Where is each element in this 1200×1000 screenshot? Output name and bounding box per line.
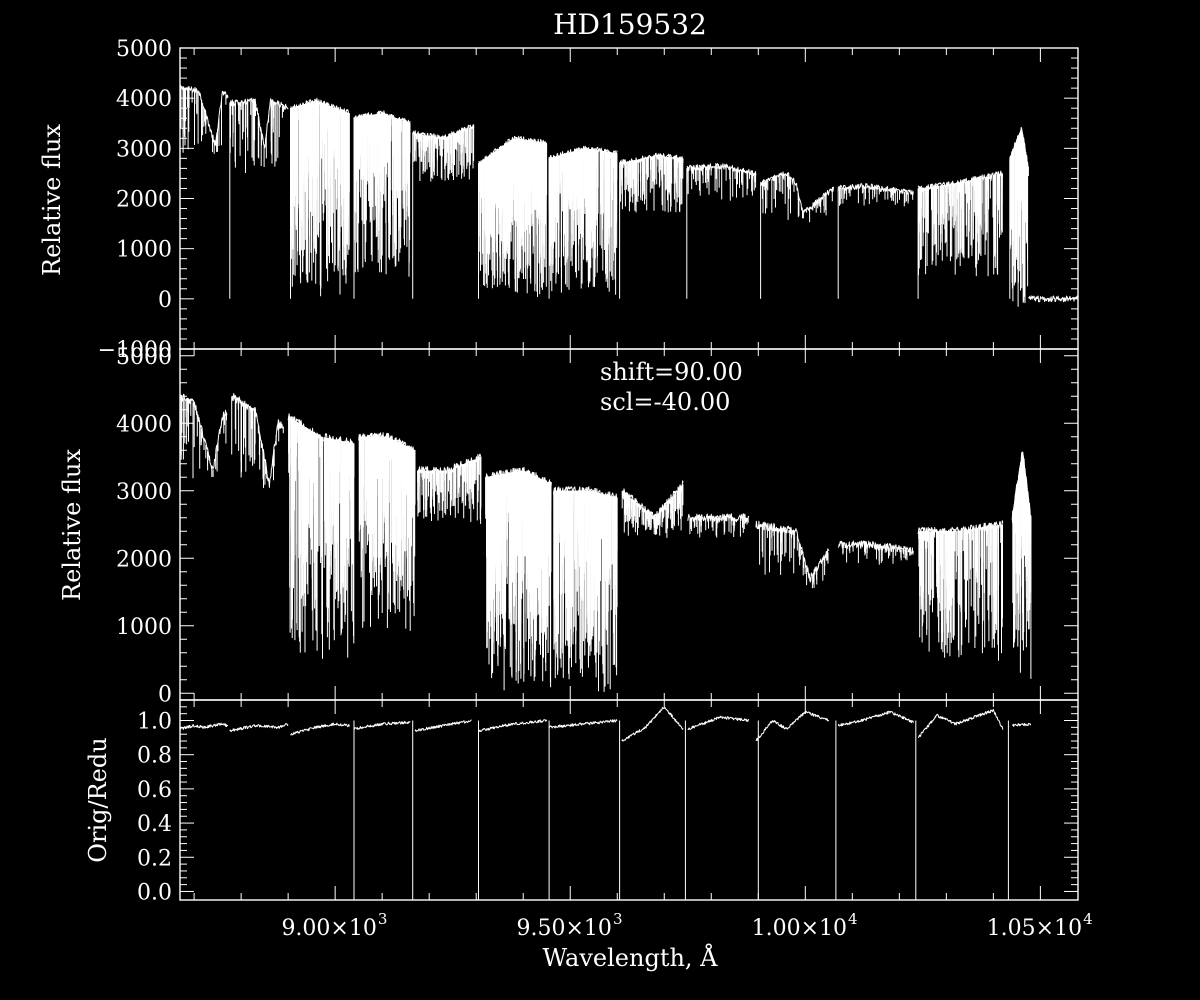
panel-flux-reduced: 0 1000 2000 3000 4000 5000 Relative flux shif… — [58, 345, 1079, 707]
panel-flux-original: −1000 0 1000 2000 3000 4000 5000 Relative flux — [38, 37, 1079, 363]
y-tick-label: 0.2 — [137, 846, 172, 871]
spectrum-segment — [837, 540, 914, 556]
y-tick-label: 4000 — [116, 412, 172, 437]
y-tick-label: −1000 — [98, 338, 172, 363]
y-tick-label: 5000 — [116, 37, 172, 62]
y-tick-label: 2000 — [116, 188, 172, 213]
y-tick-label: 0.6 — [137, 778, 172, 803]
panel-frame-bottom — [179, 699, 1079, 901]
chart-title: HD159532 — [553, 8, 707, 41]
spectrum-segment — [1028, 295, 1079, 303]
annotation-shift: shift=90.00 — [600, 358, 743, 386]
y-tick-label: 4000 — [116, 87, 172, 112]
spectrum-segment — [353, 720, 411, 730]
y-axis-bottom: 0.0 0.2 0.4 0.6 0.8 1.0 — [137, 699, 1078, 905]
y-tick-label: 0.4 — [137, 812, 172, 837]
spectrum-segment — [687, 715, 750, 731]
y-tick-label: 0 — [158, 682, 172, 707]
annotation-scale: scl=-40.00 — [600, 388, 730, 416]
spectrum-segment — [1012, 722, 1032, 727]
spectrum-segment — [414, 719, 472, 732]
ratio-curve — [179, 706, 1032, 900]
spectrum-segment — [760, 171, 834, 216]
y-axis-label-middle: Relative flux — [58, 449, 86, 601]
y-tick-label: 0.8 — [137, 744, 172, 769]
spectrum-segment — [548, 719, 618, 729]
y-tick-label: 1.0 — [137, 710, 172, 735]
spectrum-segment — [621, 706, 684, 742]
spectrum-segment — [231, 393, 284, 488]
y-tick-label: 0.0 — [137, 880, 172, 905]
y-tick-label: 2000 — [116, 547, 172, 572]
y-axis-top: −1000 0 1000 2000 3000 4000 5000 — [98, 37, 1078, 363]
spectrum-segment — [478, 719, 548, 733]
spectrum-original — [179, 84, 1079, 307]
spectrum-segment — [358, 432, 416, 453]
y-axis-label-top: Relative flux — [38, 124, 66, 276]
spectrum-segment — [755, 520, 830, 583]
y-tick-label: 1000 — [116, 238, 172, 263]
spectrum-segment — [229, 723, 289, 733]
y-axis-middle: 0 1000 2000 3000 4000 5000 — [116, 345, 1078, 707]
y-tick-label: 0 — [158, 288, 172, 313]
spectrum-segment — [290, 722, 350, 736]
y-tick-label: 3000 — [116, 137, 172, 162]
spectrum-reduced — [179, 393, 1032, 692]
spectrum-segment — [353, 110, 411, 127]
spectrum-segment — [755, 710, 830, 742]
y-tick-label: 3000 — [116, 480, 172, 505]
panel-ratio: 0.00.20.40.60.81.0 Orig/Redu — [84, 699, 1079, 905]
y-tick-label: 5000 — [116, 345, 172, 370]
y-tick-label: 1000 — [116, 615, 172, 640]
spectrum-segment — [179, 722, 229, 730]
spectrum-segment — [918, 708, 1004, 738]
spectrum-segment — [837, 710, 914, 727]
